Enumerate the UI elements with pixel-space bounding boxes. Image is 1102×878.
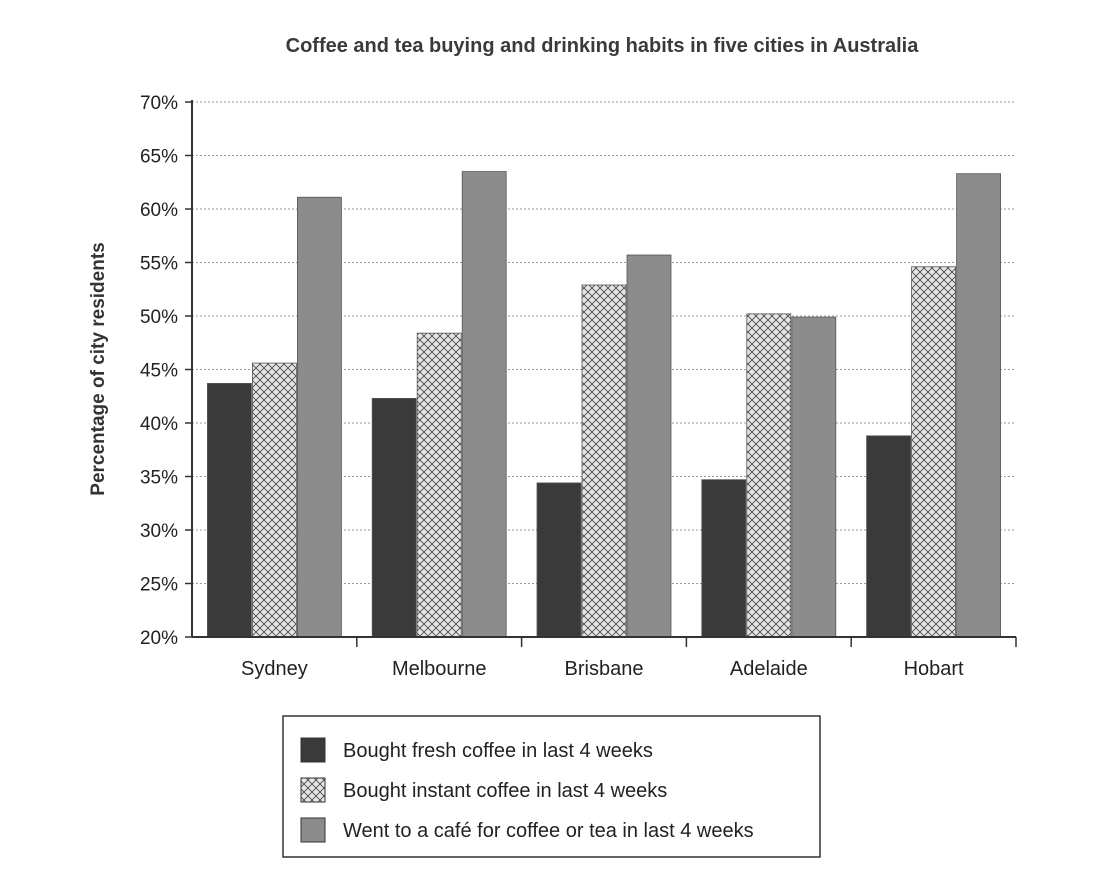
bar-hobart-series-3 [956,173,1001,638]
y-tick-label: 50% [140,307,178,328]
y-tick-label: 25% [140,575,178,596]
category-labels: Sydney Melbourne Brisbane Adelaide Hobart [241,658,964,680]
axes [185,100,1017,647]
bar-sydney-series-2 [251,362,297,638]
x-tick-label: Hobart [904,658,964,680]
bar-brisbane-series-1 [536,482,582,638]
legend-box [282,715,821,858]
y-tick-label: 30% [140,521,178,542]
legend-label: Went to a café for coffee or tea in last… [343,820,754,842]
bar-sydney-series-1 [206,383,252,638]
legend-label: Bought fresh coffee in last 4 weeks [343,740,653,762]
bar-melbourne-series-3 [461,171,507,638]
bar-hobart-series-2 [911,266,956,638]
y-tick-label: 35% [140,468,178,489]
bar-brisbane-series-3 [626,254,672,638]
y-tick-label: 20% [140,628,178,649]
x-tick-label: Brisbane [565,658,644,680]
y-tick-label: 40% [140,414,178,435]
x-tick-label: Melbourne [392,658,487,680]
bar-hobart-series-1 [866,435,911,638]
legend-swatch [300,737,326,763]
bar-melbourne-series-2 [416,332,462,638]
bar-adelaide-series-1 [701,479,747,638]
bar-adelaide-series-3 [791,316,837,638]
legend-label: Bought instant coffee in last 4 weeks [343,780,667,802]
bar-adelaide-series-2 [746,313,792,638]
y-tick-label: 65% [140,147,178,168]
legend-swatch [300,817,326,843]
x-tick-label: Adelaide [730,658,808,680]
y-axis-label: Percentage of city residents [88,242,109,495]
y-tick-label: 70% [140,93,178,114]
y-tick-label: 60% [140,200,178,221]
chart-title: Coffee and tea buying and drinking habit… [286,35,920,57]
y-tick-labels: 20% 25% 30% 35% 40% 45% 50% 55% 60% 65% 70% [140,93,178,649]
legend-swatch [300,777,326,803]
bar-sydney-series-3 [296,196,342,638]
x-tick-label: Sydney [241,658,308,680]
y-tick-label: 45% [140,361,178,382]
bar-melbourne-series-1 [371,397,417,638]
y-tick-label: 55% [140,254,178,275]
bar-brisbane-series-2 [581,284,627,638]
legend: Bought fresh coffee in last 4 weeks Bough… [282,715,821,858]
bars [206,171,1001,638]
